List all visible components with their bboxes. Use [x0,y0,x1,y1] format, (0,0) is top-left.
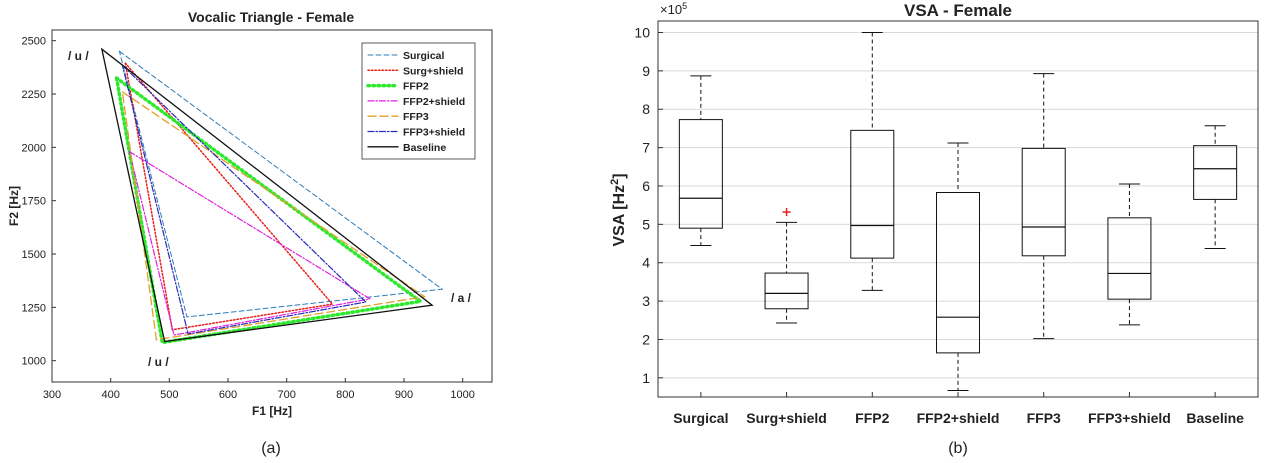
iqr-box [1193,145,1238,200]
iqr-box [678,119,723,229]
iqr-box [1021,147,1066,257]
legend-entry: FFP2 [403,81,429,93]
right-y-axis-label: VSA [Hz2] [609,173,628,246]
box-5 [1021,73,1066,340]
outlier-marker [782,208,791,217]
iqr-box [764,272,809,310]
right-y-tick-label: 4 [642,255,650,271]
legend-entry: Surgical [403,50,445,62]
left-y-tick-label: 1000 [22,356,46,368]
left-x-tick-label: 700 [277,389,295,401]
left-y-tick-label: 1500 [22,249,46,261]
vowel-label-u-top: / u / [68,49,89,63]
left-x-tick-label: 300 [43,389,61,401]
left-x-tick-label: 1000 [450,389,474,401]
right-x-tick-label: Surgical [673,410,728,426]
box-2 [764,208,809,324]
triangle-series-3 [114,74,425,345]
left-x-axis-label: F1 [Hz] [252,404,292,418]
right-x-tick-label: FFP3 [1027,410,1061,426]
vowel-label-u-bottom: / u / [148,355,169,369]
legend-entry: Surg+shield [403,65,463,77]
right-y-tick-label: 1 [642,370,650,386]
left-plot-area [51,29,493,383]
box-7 [1193,125,1238,250]
right-x-tick-label: FFP2 [855,410,889,426]
right-y-tick-label: 3 [642,293,650,309]
right-y-tick-label: 5 [642,216,650,232]
triangle-series-2 [124,60,334,331]
iqr-box [936,192,980,354]
legend-entry: FFP3 [403,111,429,123]
right-y-tick-label: 2 [642,331,650,347]
left-y-tick-label: 1750 [22,196,46,208]
left-y-axis-label: F2 [Hz] [7,186,21,226]
legend-entry: FFP2+shield [403,96,465,108]
right-x-tick-label: Baseline [1186,410,1244,426]
iqr-box [850,129,895,259]
left-chart-title: Vocalic Triangle - Female [188,9,354,25]
right-plot-area [657,20,1259,398]
right-y-tick-label: 8 [642,101,650,117]
right-x-tick-label: FFP2+shield [917,410,1000,426]
triangle-series-7 [100,47,434,343]
triangle-series-5 [121,90,427,341]
box-6 [1107,183,1152,326]
left-y-tick-label: 1250 [22,302,46,314]
left-y-tick-label: 2250 [22,89,46,101]
left-x-tick-label: 900 [395,389,413,401]
right-x-tick-label: FFP3+shield [1088,410,1171,426]
left-x-tick-label: 400 [101,389,119,401]
right-y-tick-label: 6 [642,178,650,194]
left-legend: Surgical Surg+shield FFP2 FFP2+shield FFP3 FF… [361,42,476,160]
vowel-label-a: / a / [451,291,472,305]
left-x-tick-label: 800 [336,389,354,401]
scale-factor-label: ×105 [660,1,687,17]
right-x-tick-label: Surg+shield [746,410,827,426]
box-3 [850,32,895,291]
vocalic-triangle-chart: Vocalic Triangle - Female 300 400 500 600 70… [7,9,493,457]
right-y-tick-label: 7 [642,140,650,156]
left-y-tick-label: 2000 [22,142,46,154]
left-x-tick-label: 600 [219,389,237,401]
caption-a: (a) [261,440,281,457]
left-x-tick-label: 500 [160,389,178,401]
right-y-tick-label: 9 [642,63,650,79]
left-y-tick-label: 2500 [22,36,46,48]
legend-entry: Baseline [403,142,446,154]
right-y-tick-label: 10 [634,25,650,41]
triangle-series-1 [118,50,444,318]
right-chart-title: VSA - Female [904,1,1012,20]
triangle-series-4 [128,150,372,336]
iqr-box [1107,217,1152,300]
triangle-series-6 [121,63,368,335]
legend-entry: FFP3+shield [403,127,465,139]
caption-b: (b) [948,440,968,457]
box-4 [936,142,980,391]
box-1 [678,75,723,246]
vsa-boxplot-chart: VSA - Female ×105 1 2 3 4 5 6 7 8 9 10 Surgical Sur… [609,1,1259,457]
